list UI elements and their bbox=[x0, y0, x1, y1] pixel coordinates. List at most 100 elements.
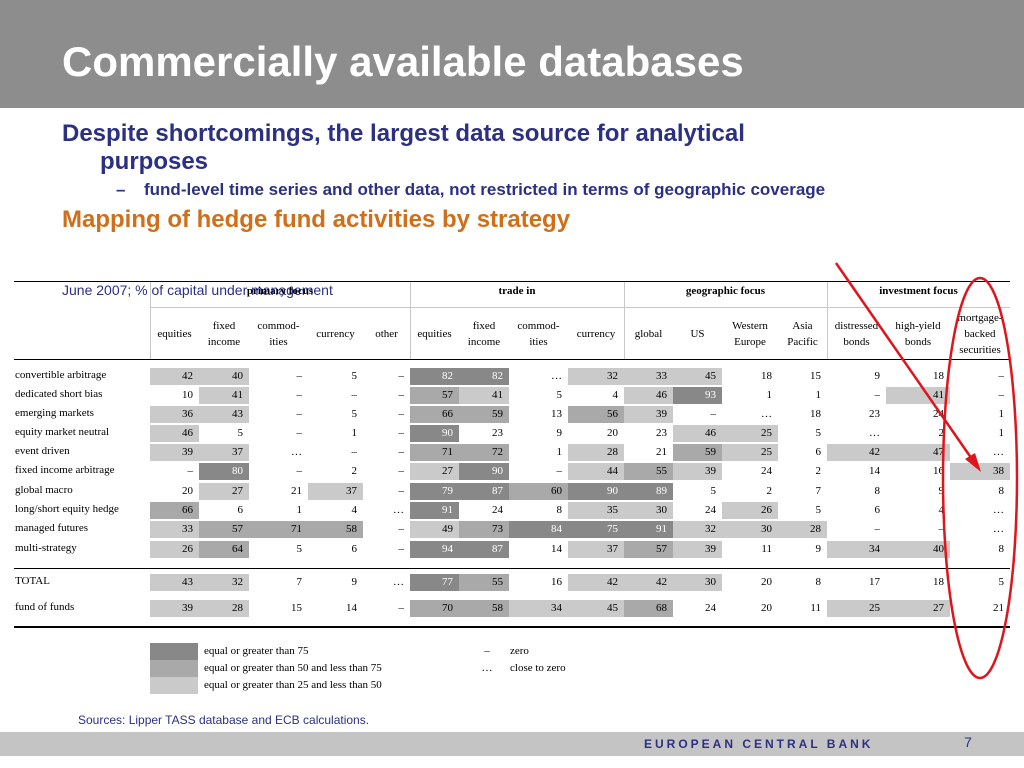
table-cell: – bbox=[398, 485, 405, 497]
table-cell: … bbox=[869, 427, 880, 439]
table-cell: 1 bbox=[998, 427, 1005, 439]
table-cell: 30 bbox=[624, 502, 673, 519]
table-cell: 1 bbox=[296, 504, 303, 516]
table-cell: – bbox=[874, 389, 881, 401]
table-cell: – bbox=[187, 465, 194, 477]
title-bar bbox=[0, 0, 1024, 108]
table-cell: 87 bbox=[459, 541, 509, 558]
table-cell: 6 bbox=[874, 504, 881, 516]
table-cell: … bbox=[993, 523, 1004, 535]
table-cell: – bbox=[296, 408, 303, 420]
table-cell: 34 bbox=[509, 600, 568, 617]
table-cell: 42 bbox=[150, 368, 199, 385]
legend-swatch bbox=[150, 643, 198, 660]
table-cell: 6 bbox=[351, 543, 358, 555]
table-cell: 55 bbox=[624, 463, 673, 480]
group-separator-2 bbox=[624, 282, 625, 360]
legend-swatch bbox=[150, 660, 198, 677]
table-cell: 57 bbox=[410, 387, 459, 404]
table-cell: 77 bbox=[410, 574, 459, 591]
column-header-14: high-yield bonds bbox=[895, 320, 941, 348]
table-row-label: convertible arbitrage bbox=[15, 369, 107, 381]
table-cell: 4 bbox=[612, 389, 619, 401]
table-cell: 21 bbox=[993, 602, 1004, 614]
table-cell: 37 bbox=[199, 444, 249, 461]
bullet-dash: – bbox=[116, 180, 126, 199]
group-separator-1 bbox=[410, 282, 411, 360]
table-cell: – bbox=[398, 389, 405, 401]
page-number: 7 bbox=[964, 734, 972, 750]
table-cell: 82 bbox=[410, 368, 459, 385]
table-cell: 18 bbox=[933, 576, 944, 588]
table-cell: 20 bbox=[761, 576, 772, 588]
group-header-1: trade in bbox=[498, 285, 536, 297]
bullet-main: Despite shortcomings, the largest data s… bbox=[62, 120, 942, 176]
bullet-sub: – fund-level time series and other data, … bbox=[116, 180, 825, 200]
table-cell: 68 bbox=[624, 600, 673, 617]
table-cell: … bbox=[551, 370, 562, 382]
table-cell: … bbox=[393, 504, 404, 516]
table-cell: 45 bbox=[673, 368, 722, 385]
table-cell: 26 bbox=[150, 541, 199, 558]
table-cell: 41 bbox=[459, 387, 509, 404]
legend-symbol: – bbox=[484, 645, 490, 657]
ecb-brand: EUROPEAN CENTRAL BANK bbox=[644, 737, 874, 751]
table-cell: 5 bbox=[998, 576, 1005, 588]
table-cell: 38 bbox=[950, 463, 1010, 480]
table-cell: 43 bbox=[150, 574, 199, 591]
table-cell: 71 bbox=[249, 521, 308, 538]
table-cell: 15 bbox=[810, 370, 821, 382]
table-cell: 55 bbox=[459, 574, 509, 591]
column-header-0: equities bbox=[157, 328, 192, 340]
column-header-9: global bbox=[634, 328, 663, 340]
table-cell: 16 bbox=[933, 465, 944, 477]
table-cell: 39 bbox=[624, 406, 673, 423]
table-cell: 1 bbox=[351, 427, 358, 439]
table-cell: 5 bbox=[296, 543, 303, 555]
table-cell: 5 bbox=[351, 370, 358, 382]
table-cell: – bbox=[351, 389, 358, 401]
table-cell: 18 bbox=[810, 408, 821, 420]
table-cell: 28 bbox=[778, 521, 827, 538]
table-cell: 90 bbox=[410, 425, 459, 442]
table-cell: 9 bbox=[351, 576, 358, 588]
column-header-6: fixed income bbox=[467, 320, 501, 348]
table-cell: 7 bbox=[296, 576, 303, 588]
table-cell: 37 bbox=[308, 483, 363, 500]
table-cell: – bbox=[296, 427, 303, 439]
table-row-label: long/short equity hedge bbox=[15, 503, 119, 515]
table-cell: – bbox=[398, 465, 405, 477]
table-cell: 89 bbox=[624, 483, 673, 500]
table-cell: – bbox=[874, 523, 881, 535]
table-cell: 42 bbox=[827, 444, 886, 461]
table-subtitle: June 2007; % of capital under management bbox=[62, 282, 333, 298]
sources-note: Sources: Lipper TASS database and ECB ca… bbox=[78, 713, 370, 727]
table-cell: 40 bbox=[199, 368, 249, 385]
table-cell: 36 bbox=[150, 406, 199, 423]
column-header-7: commod- ities bbox=[517, 320, 560, 348]
table-cell: 23 bbox=[656, 427, 667, 439]
group-separator-0 bbox=[150, 282, 151, 360]
table-cell: 46 bbox=[150, 425, 199, 442]
table-cell: 57 bbox=[624, 541, 673, 558]
table-rule-2 bbox=[14, 568, 1010, 569]
table-cell: 46 bbox=[673, 425, 722, 442]
table-cell: – bbox=[398, 408, 405, 420]
table-cell: 24 bbox=[492, 504, 503, 516]
table-cell: 23 bbox=[492, 427, 503, 439]
table-cell: 30 bbox=[722, 521, 778, 538]
table-cell: 87 bbox=[459, 483, 509, 500]
table-cell: 47 bbox=[886, 444, 950, 461]
table-cell: – bbox=[998, 370, 1005, 382]
bullet-main-line2: purposes bbox=[100, 148, 209, 175]
table-cell: 64 bbox=[199, 541, 249, 558]
table-cell: 6 bbox=[815, 446, 822, 458]
table-cell: 79 bbox=[410, 483, 459, 500]
table-row-label: fixed income arbitrage bbox=[15, 464, 115, 476]
table-cell: 27 bbox=[886, 600, 950, 617]
table-cell: 39 bbox=[673, 463, 722, 480]
table-cell: 9 bbox=[556, 427, 563, 439]
table-cell: 8 bbox=[998, 485, 1005, 497]
table-cell: 26 bbox=[722, 502, 778, 519]
group-header-3: investment focus bbox=[879, 285, 958, 297]
